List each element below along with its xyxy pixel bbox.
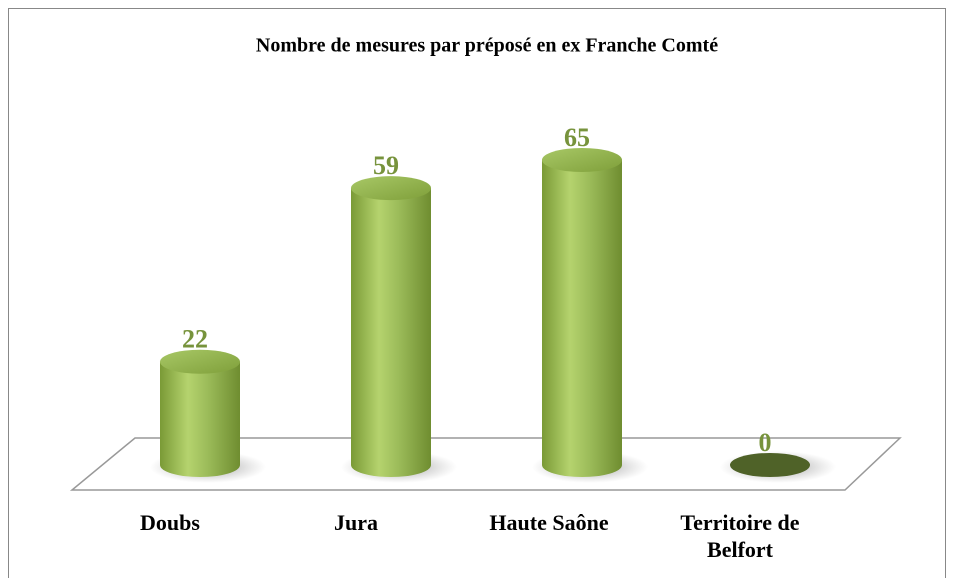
- cylinder-body: [351, 188, 431, 477]
- chart-title: Nombre de mesures par préposé en ex Fran…: [256, 35, 718, 57]
- cylinder: [720, 451, 836, 483]
- cylinder: [150, 349, 266, 483]
- cylinder: [341, 176, 457, 483]
- cylinder-top: [730, 453, 810, 477]
- cylinder: [532, 148, 648, 483]
- x-tick-label: Territoire de Belfort: [680, 510, 800, 562]
- value-label: 59: [373, 151, 399, 180]
- cylinder-top: [160, 349, 240, 374]
- x-tick-label: Jura: [334, 510, 378, 535]
- chart-border: [8, 8, 946, 578]
- cylinder-top: [542, 148, 622, 172]
- cylinder-top: [351, 176, 431, 201]
- floor: [69, 437, 902, 491]
- x-tick-label: Haute Saône: [489, 510, 609, 535]
- cylinder-body: [542, 160, 622, 477]
- value-label: 22: [182, 325, 208, 354]
- value-label: 0: [759, 428, 772, 457]
- cylinder-body: [160, 361, 240, 477]
- x-tick-label: Doubs: [140, 510, 200, 535]
- value-label: 65: [564, 123, 590, 152]
